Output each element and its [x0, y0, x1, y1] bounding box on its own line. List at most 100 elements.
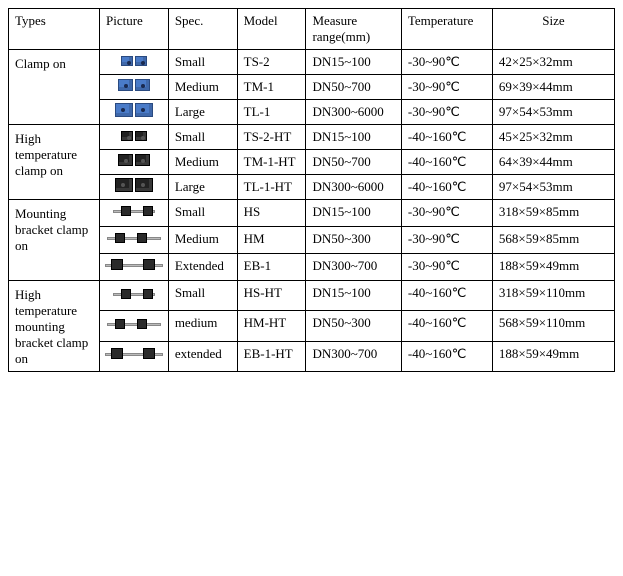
size-cell: 188×59×49mm [492, 341, 614, 371]
table-row: LargeTL-1-HTDN300~6000-40~160℃97×54×53mm [9, 175, 615, 200]
col-model: Model [237, 9, 306, 50]
model-cell: HS [237, 200, 306, 227]
table-row: Mounting bracket clamp onSmallHSDN15~100… [9, 200, 615, 227]
temp-cell: -30~90℃ [401, 254, 492, 281]
model-cell: TM-1-HT [237, 150, 306, 175]
range-cell: DN300~6000 [306, 100, 401, 125]
spec-cell: Extended [168, 254, 237, 281]
size-cell: 568×59×85mm [492, 227, 614, 254]
size-cell: 568×59×110mm [492, 311, 614, 341]
cubes-black-icon [115, 178, 153, 192]
range-cell: DN15~100 [306, 125, 401, 150]
size-cell: 64×39×44mm [492, 150, 614, 175]
cubes-blue-icon [121, 56, 147, 66]
type-cell: Clamp on [9, 50, 100, 125]
temp-cell: -30~90℃ [401, 200, 492, 227]
size-cell: 188×59×49mm [492, 254, 614, 281]
cubes-blue-icon [115, 103, 153, 117]
model-cell: TS-2 [237, 50, 306, 75]
table-row: extendedEB-1-HTDN300~700-40~160℃188×59×4… [9, 341, 615, 371]
rail-icon [113, 203, 155, 219]
temp-cell: -40~160℃ [401, 175, 492, 200]
col-picture: Picture [100, 9, 169, 50]
range-cell: DN15~100 [306, 200, 401, 227]
rail-icon [107, 316, 161, 332]
temp-cell: -30~90℃ [401, 100, 492, 125]
table-row: MediumHMDN50~300-30~90℃568×59×85mm [9, 227, 615, 254]
table-row: LargeTL-1DN300~6000-30~90℃97×54×53mm [9, 100, 615, 125]
rail-icon [105, 346, 163, 362]
table-row: MediumTM-1DN50~700-30~90℃69×39×44mm [9, 75, 615, 100]
picture-cell [100, 150, 169, 175]
range-cell: DN300~700 [306, 341, 401, 371]
col-types: Types [9, 9, 100, 50]
temp-cell: -40~160℃ [401, 311, 492, 341]
table-head: Types Picture Spec. Model Measure range(… [9, 9, 615, 50]
rail-icon [113, 286, 155, 302]
model-cell: HS-HT [237, 281, 306, 311]
size-cell: 97×54×53mm [492, 100, 614, 125]
range-cell: DN300~700 [306, 254, 401, 281]
size-cell: 42×25×32mm [492, 50, 614, 75]
spec-cell: Large [168, 175, 237, 200]
table-row: High temperature clamp onSmallTS-2-HTDN1… [9, 125, 615, 150]
picture-cell [100, 75, 169, 100]
cubes-black-icon [118, 154, 150, 166]
picture-cell [100, 311, 169, 341]
range-cell: DN50~300 [306, 311, 401, 341]
type-label: Clamp on [15, 56, 66, 71]
temp-cell: -30~90℃ [401, 50, 492, 75]
table-row: mediumHM-HTDN50~300-40~160℃568×59×110mm [9, 311, 615, 341]
type-cell: High temperature mounting bracket clamp … [9, 281, 100, 372]
spec-cell: Medium [168, 227, 237, 254]
temp-cell: -40~160℃ [401, 341, 492, 371]
type-label: High temperature mounting bracket clamp … [15, 287, 88, 366]
spec-cell: Small [168, 200, 237, 227]
range-cell: DN50~300 [306, 227, 401, 254]
table-row: MediumTM-1-HTDN50~700-40~160℃64×39×44mm [9, 150, 615, 175]
model-cell: EB-1-HT [237, 341, 306, 371]
spec-cell: medium [168, 311, 237, 341]
col-temp: Temperature [401, 9, 492, 50]
model-cell: HM-HT [237, 311, 306, 341]
temp-cell: -30~90℃ [401, 75, 492, 100]
rail-icon [105, 257, 163, 273]
picture-cell [100, 200, 169, 227]
size-cell: 69×39×44mm [492, 75, 614, 100]
type-cell: Mounting bracket clamp on [9, 200, 100, 281]
size-cell: 318×59×110mm [492, 281, 614, 311]
spec-table: Types Picture Spec. Model Measure range(… [8, 8, 615, 372]
table-body: Clamp onSmallTS-2DN15~100-30~90℃42×25×32… [9, 50, 615, 372]
size-cell: 97×54×53mm [492, 175, 614, 200]
range-cell: DN15~100 [306, 281, 401, 311]
picture-cell [100, 175, 169, 200]
type-label: Mounting bracket clamp on [15, 206, 88, 253]
type-cell: High temperature clamp on [9, 125, 100, 200]
model-cell: TS-2-HT [237, 125, 306, 150]
range-cell: DN15~100 [306, 50, 401, 75]
size-cell: 318×59×85mm [492, 200, 614, 227]
spec-cell: Small [168, 50, 237, 75]
picture-cell [100, 227, 169, 254]
spec-cell: Medium [168, 75, 237, 100]
model-cell: TL-1-HT [237, 175, 306, 200]
spec-cell: Medium [168, 150, 237, 175]
temp-cell: -30~90℃ [401, 227, 492, 254]
table-row: Clamp on SmallTS-2DN15~100-30~90℃42×25×32… [9, 50, 615, 75]
picture-cell [100, 125, 169, 150]
model-cell: EB-1 [237, 254, 306, 281]
range-cell: DN50~700 [306, 75, 401, 100]
cubes-black-icon [121, 131, 147, 141]
temp-cell: -40~160℃ [401, 125, 492, 150]
picture-cell [100, 341, 169, 371]
picture-cell [100, 50, 169, 75]
type-label: High temperature clamp on [15, 131, 77, 178]
spec-cell: Small [168, 125, 237, 150]
spec-cell: Large [168, 100, 237, 125]
temp-cell: -40~160℃ [401, 150, 492, 175]
spec-cell: Small [168, 281, 237, 311]
rail-icon [107, 230, 161, 246]
size-cell: 45×25×32mm [492, 125, 614, 150]
col-size: Size [492, 9, 614, 50]
cubes-blue-icon [118, 79, 150, 91]
